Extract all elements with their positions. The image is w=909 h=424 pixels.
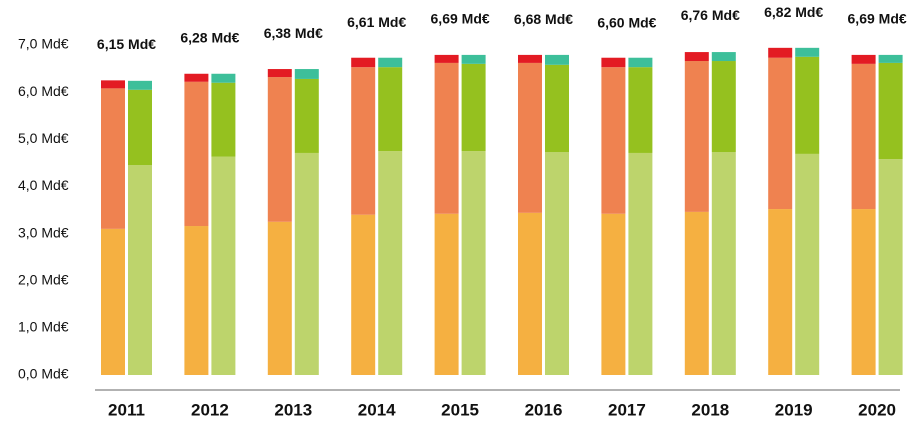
x-tick-label: 2020 xyxy=(858,400,896,419)
bar-segment xyxy=(518,212,542,375)
total-label: 6,61 Md€ xyxy=(347,14,406,30)
x-tick-label: 2016 xyxy=(525,400,563,419)
bar-segment xyxy=(878,62,903,160)
bar-segment xyxy=(378,57,403,68)
total-label: 6,76 Md€ xyxy=(681,7,740,23)
bar-segment xyxy=(684,61,709,212)
bar-segment xyxy=(128,165,152,375)
total-label: 6,68 Md€ xyxy=(514,11,573,27)
bar-segment xyxy=(128,80,152,90)
bar-segment xyxy=(628,57,653,68)
x-tick-label: 2017 xyxy=(608,400,646,419)
bar-segment xyxy=(434,54,459,63)
y-tick-label: 5,0 Md€ xyxy=(18,130,69,146)
y-tick-label: 0,0 Md€ xyxy=(18,366,69,382)
bar-segment xyxy=(211,73,236,83)
bar-segment xyxy=(768,47,793,58)
bar-segment xyxy=(768,209,793,375)
bar-segment xyxy=(267,221,292,375)
x-tick-label: 2011 xyxy=(108,400,145,419)
bar-segment xyxy=(518,54,542,63)
bar-segment xyxy=(434,62,459,214)
bar-segment xyxy=(294,78,319,153)
total-label: 6,69 Md€ xyxy=(431,10,490,26)
bar-segment xyxy=(101,80,125,89)
total-label: 6,15 Md€ xyxy=(97,36,156,52)
bar-segment xyxy=(378,151,403,375)
bar-segment xyxy=(684,52,709,62)
bar-segment xyxy=(461,63,486,152)
total-label: 6,82 Md€ xyxy=(764,4,823,20)
bar-segment xyxy=(545,54,569,65)
bar-segment xyxy=(851,54,876,64)
x-tick-label: 2014 xyxy=(358,400,396,419)
bar-segment xyxy=(601,213,626,375)
bar-segment xyxy=(267,69,292,78)
bar-segment xyxy=(768,57,793,210)
bar-segment xyxy=(184,81,209,227)
bar-segment xyxy=(101,88,125,229)
bar-segment xyxy=(461,151,486,375)
bar-segment xyxy=(351,57,376,68)
bar-segment xyxy=(294,152,319,375)
y-tick-label: 6,0 Md€ xyxy=(18,83,69,99)
total-label: 6,60 Md€ xyxy=(597,15,656,31)
x-tick-label: 2015 xyxy=(441,400,479,419)
bar-segment xyxy=(601,67,626,214)
bar-segment xyxy=(711,152,736,375)
bar-segment xyxy=(711,52,736,62)
bar-segment xyxy=(545,64,569,153)
bar-segment xyxy=(434,213,459,375)
bar-segment xyxy=(851,209,876,375)
x-tick-label: 2019 xyxy=(775,400,813,419)
y-tick-label: 2,0 Md€ xyxy=(18,271,69,287)
total-label: 6,38 Md€ xyxy=(264,25,323,41)
total-label: 6,28 Md€ xyxy=(180,30,239,46)
bar-segment xyxy=(101,228,125,375)
bar-segment xyxy=(684,211,709,375)
bar-segment xyxy=(267,77,292,222)
x-tick-label: 2013 xyxy=(274,400,312,419)
x-tick-label: 2012 xyxy=(191,400,229,419)
bar-segment xyxy=(545,152,569,375)
bar-segment xyxy=(128,89,152,166)
bar-segment xyxy=(795,56,820,154)
bar-segment xyxy=(628,152,653,375)
bar-segment xyxy=(351,214,376,375)
bar-segment xyxy=(601,57,626,68)
bar-segment xyxy=(851,63,876,210)
bar-segment xyxy=(211,156,236,375)
bar-segment xyxy=(211,82,236,157)
bar-segment xyxy=(184,226,209,375)
y-tick-label: 7,0 Md€ xyxy=(18,36,69,52)
x-tick-label: 2018 xyxy=(691,400,729,419)
bar-segment xyxy=(518,62,542,213)
y-tick-label: 3,0 Md€ xyxy=(18,224,69,240)
bar-segment xyxy=(628,67,653,153)
bar-segment xyxy=(878,159,903,375)
bar-segment xyxy=(461,54,486,64)
total-label: 6,69 Md€ xyxy=(848,10,907,26)
bar-segment xyxy=(795,47,820,57)
y-tick-label: 4,0 Md€ xyxy=(18,177,69,193)
y-tick-label: 1,0 Md€ xyxy=(18,319,69,335)
bar-segment xyxy=(351,67,376,215)
bar-segment xyxy=(294,69,319,79)
bar-segment xyxy=(795,153,820,375)
bar-segment xyxy=(184,73,209,82)
bar-segment xyxy=(378,67,403,152)
bar-segment xyxy=(711,61,736,153)
bar-segment xyxy=(878,54,903,63)
